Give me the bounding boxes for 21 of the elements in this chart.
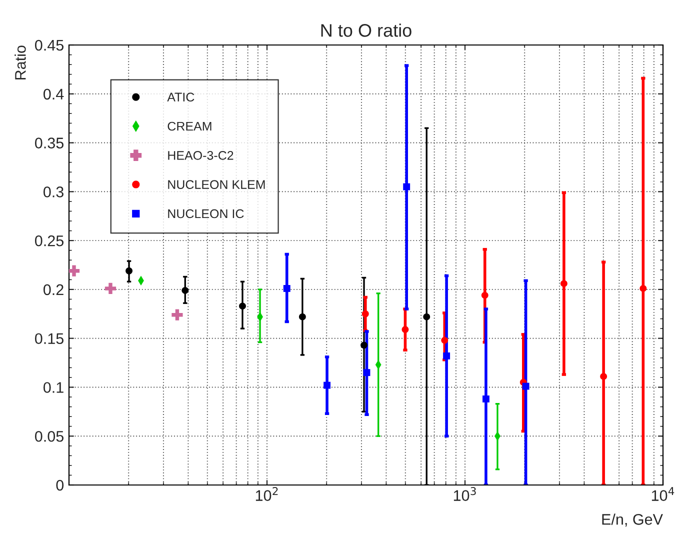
y-tick-label: 0.3 [44, 186, 64, 198]
x-tick-label: 10$^{3}$ [454, 487, 476, 501]
y-tick-label: 0.45 [35, 40, 64, 51]
y-tick-label: 0.35 [35, 138, 64, 148]
y-tick-label: 0.4 [44, 88, 64, 100]
y-tick-label: 0.1 [44, 382, 64, 393]
y-tick-label: 0.25 [35, 235, 64, 246]
y-axis-title: Ratio [14, 46, 26, 80]
legend-label: CREAM [168, 122, 212, 131]
legend-label: NUCLEON IC [168, 209, 244, 218]
legend-label: ATIC [167, 92, 194, 102]
y-tick-label: 0.05 [35, 430, 64, 442]
legend-label: HEAO-3-C2 [168, 150, 234, 160]
y-tick-label: 0.15 [35, 333, 64, 344]
x-tick-label: 10$^{4}$ [652, 487, 674, 501]
chart-title: N to O ratio [321, 24, 412, 37]
x-tick-label: 10$^{2}$ [256, 487, 278, 501]
legend-label: NUCLEON KLEM [168, 180, 265, 189]
y-tick-label: 0 [56, 480, 64, 491]
y-tick-label: 0.2 [44, 284, 64, 296]
x-axis-title: E/n, GeV [602, 514, 663, 527]
